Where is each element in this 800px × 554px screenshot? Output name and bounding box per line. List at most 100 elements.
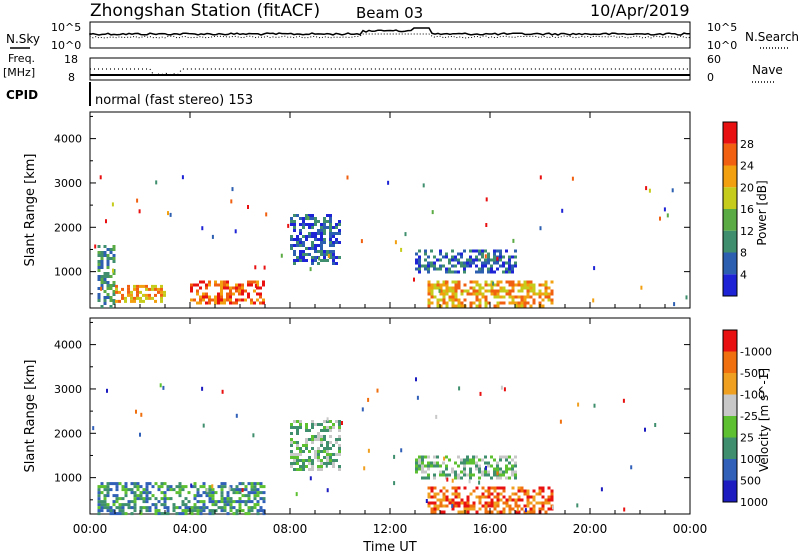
echo-cell: [430, 510, 434, 514]
echo-cell: [100, 305, 104, 308]
echo-cell: [148, 293, 151, 297]
echo-cell: [630, 465, 633, 470]
echo-cell: [181, 509, 185, 513]
echo-cell: [663, 207, 666, 212]
echo-cell: [671, 188, 674, 193]
echo-cell: [229, 289, 232, 293]
echo-cell: [293, 462, 296, 465]
echo-cell: [503, 387, 506, 392]
echo-cell: [463, 458, 466, 462]
echo-cell: [199, 298, 202, 302]
echo-cell: [244, 485, 248, 489]
echo-cell: [659, 216, 661, 221]
y-tick-label: 3000: [54, 383, 82, 396]
echo-cell: [485, 465, 487, 470]
echo-cell: [439, 292, 443, 296]
echo-cell: [329, 217, 332, 220]
echo-cell: [320, 238, 323, 241]
echo-cell: [320, 441, 323, 444]
echo-cell: [317, 220, 320, 223]
echo-cell: [490, 510, 494, 514]
echo-cell: [99, 175, 102, 180]
echo-cell: [133, 287, 136, 291]
echo-cell: [481, 252, 484, 256]
echo-cell: [454, 258, 457, 262]
echo-cell: [499, 492, 503, 496]
echo-cell: [499, 467, 502, 471]
echo-cell: [511, 267, 514, 271]
echo-cell: [256, 491, 260, 495]
echo-cell: [317, 244, 320, 247]
echo-cell: [442, 461, 445, 465]
echo-cell: [151, 494, 155, 498]
echo-cell: [520, 295, 524, 299]
echo-cell: [481, 261, 484, 265]
echo-cell: [318, 256, 321, 261]
echo-cell: [220, 301, 223, 305]
echo-cell: [202, 509, 206, 513]
echo-cell: [424, 476, 427, 480]
echo-cell: [442, 473, 445, 477]
echo-cell: [136, 293, 139, 297]
echo-cell: [118, 503, 122, 507]
echo-cell: [311, 214, 314, 217]
echo-cell: [541, 501, 545, 505]
echo-cell: [103, 296, 107, 299]
echo-cell: [329, 250, 332, 253]
echo-cell: [293, 468, 296, 471]
echo-cell: [418, 258, 421, 262]
echo-cell: [308, 450, 311, 453]
echo-cell: [229, 488, 233, 492]
echo-cell: [211, 503, 215, 507]
echo-cell: [514, 464, 517, 468]
echo-cell: [445, 489, 449, 493]
echo-cell: [502, 455, 505, 459]
echo-cell: [520, 489, 524, 493]
echo-cell: [430, 301, 434, 305]
echo-cell: [511, 507, 515, 511]
echo-cell: [221, 389, 224, 394]
echo-cell: [238, 506, 242, 510]
echo-cell: [159, 383, 162, 388]
echo-cell: [346, 175, 349, 180]
echo-cell: [208, 491, 212, 495]
echo-cell: [166, 488, 170, 492]
echo-cell: [535, 501, 539, 505]
echo-cell: [145, 500, 149, 504]
echo-cell: [338, 232, 341, 235]
echo-cell: [439, 473, 442, 477]
echo-cell: [160, 512, 164, 516]
echo-cell: [445, 270, 448, 274]
echo-cell: [309, 476, 312, 481]
echo-cell: [430, 264, 433, 268]
echo-cell: [121, 488, 125, 492]
echo-cell: [520, 286, 524, 290]
echo-cell: [290, 441, 293, 444]
echo-cell: [178, 488, 182, 492]
echo-cell: [253, 482, 257, 486]
echo-cell: [223, 509, 227, 513]
echo-cell: [106, 506, 110, 510]
echo-cell: [320, 429, 323, 432]
echo-cell: [311, 256, 314, 259]
echo-cell: [317, 453, 320, 456]
echo-cell: [430, 507, 434, 511]
echo-cell: [478, 495, 482, 499]
echo-cell: [220, 286, 223, 290]
echo-cell: [250, 485, 254, 489]
echo-cell: [135, 409, 137, 414]
x-tick-label: 00:00: [673, 522, 708, 536]
echo-cell: [484, 507, 488, 511]
echo-cell: [320, 226, 323, 229]
echo-cell: [280, 253, 283, 258]
echo-cell: [415, 458, 418, 462]
echo-cell: [529, 495, 533, 499]
echo-cell: [454, 470, 457, 474]
echo-cell: [136, 284, 139, 288]
echo-cell: [97, 269, 101, 272]
echo-cell: [97, 251, 101, 254]
echo-cell: [490, 280, 494, 284]
echo-cell: [424, 249, 427, 253]
echo-cell: [433, 501, 437, 505]
echo-cell: [293, 244, 296, 247]
